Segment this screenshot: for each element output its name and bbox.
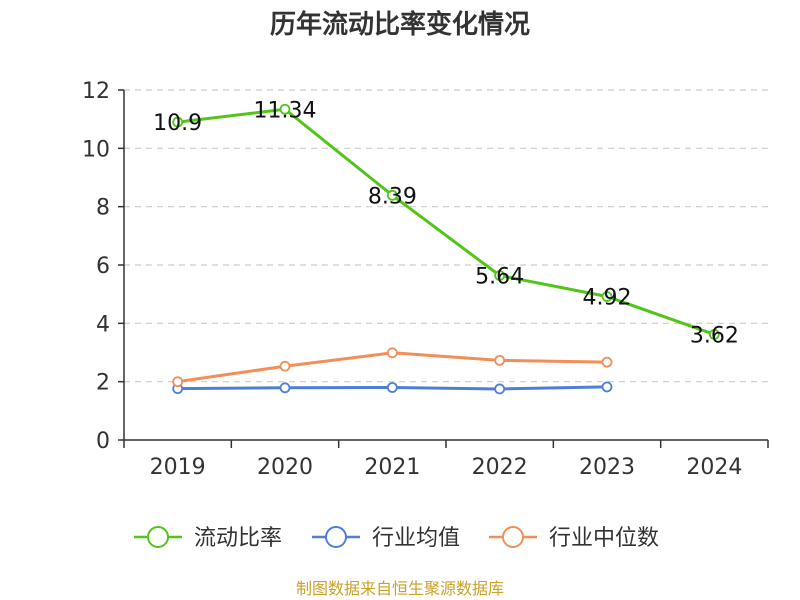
data-point[interactable] [494,383,506,395]
y-tick-label: 12 [82,79,110,104]
x-tick-label: 2022 [472,455,528,480]
data-point[interactable] [386,382,398,393]
data-point[interactable] [601,381,613,393]
chart-title: 历年流动比率变化情况 [270,9,530,40]
source-footer: 制图数据来自恒生聚源数据库 [296,579,504,598]
legend-marker-icon [147,526,169,548]
x-tick-label: 2020 [257,455,313,480]
legend-item[interactable]: 行业中位数 [489,526,659,551]
y-tick-label: 6 [96,254,110,279]
y-tick-label: 8 [96,196,110,221]
legend-label: 行业均值 [372,526,460,551]
data-labels: 10.9 11.34 8.39 5.64 4.92 3.62 [153,98,739,348]
y-tick-label: 4 [96,312,110,337]
legend-marker-icon [502,526,524,548]
x-tick-label: 2021 [364,455,420,480]
data-point[interactable] [386,347,398,359]
x-tick-label: 2023 [579,455,635,480]
data-point[interactable] [601,356,613,368]
data-label: 11.34 [254,98,317,123]
data-point[interactable] [708,329,720,340]
series-1 [172,381,613,395]
grid-lines [124,89,768,383]
data-point[interactable] [172,116,184,128]
legend: 流动比率 行业均值 行业中位数 [134,526,659,551]
legend-item[interactable]: 行业均值 [312,526,460,551]
y-tick-label: 0 [96,429,110,454]
data-label: 8.39 [368,184,417,209]
data-label: 10.9 [153,111,202,136]
x-tick-label: 2024 [686,455,742,480]
data-point[interactable] [601,291,613,302]
data-point[interactable] [279,382,291,394]
x-tick-label: 2019 [150,455,206,480]
legend-marker-icon [325,526,347,548]
series-line [177,107,715,336]
legend-label: 行业中位数 [549,526,659,551]
series-lines [172,103,720,395]
data-point[interactable] [386,189,398,201]
data-point[interactable] [494,354,506,366]
data-point[interactable] [172,376,184,388]
data-point[interactable] [494,270,506,281]
legend-item[interactable]: 流动比率 [134,526,282,551]
axes: 0 2 4 6 8 10 12 2019 2020 2021 2022 2023 2024 [82,79,769,480]
data-point[interactable] [279,103,291,115]
data-label: 4.92 [583,286,632,311]
data-label: 5.64 [475,265,524,290]
series-0 [172,103,720,340]
data-label: 3.62 [690,323,739,348]
y-tick-label: 10 [82,137,110,162]
data-point[interactable] [279,360,291,372]
series-2 [172,347,613,388]
legend-label: 流动比率 [194,526,282,551]
y-tick-label: 2 [96,371,110,396]
